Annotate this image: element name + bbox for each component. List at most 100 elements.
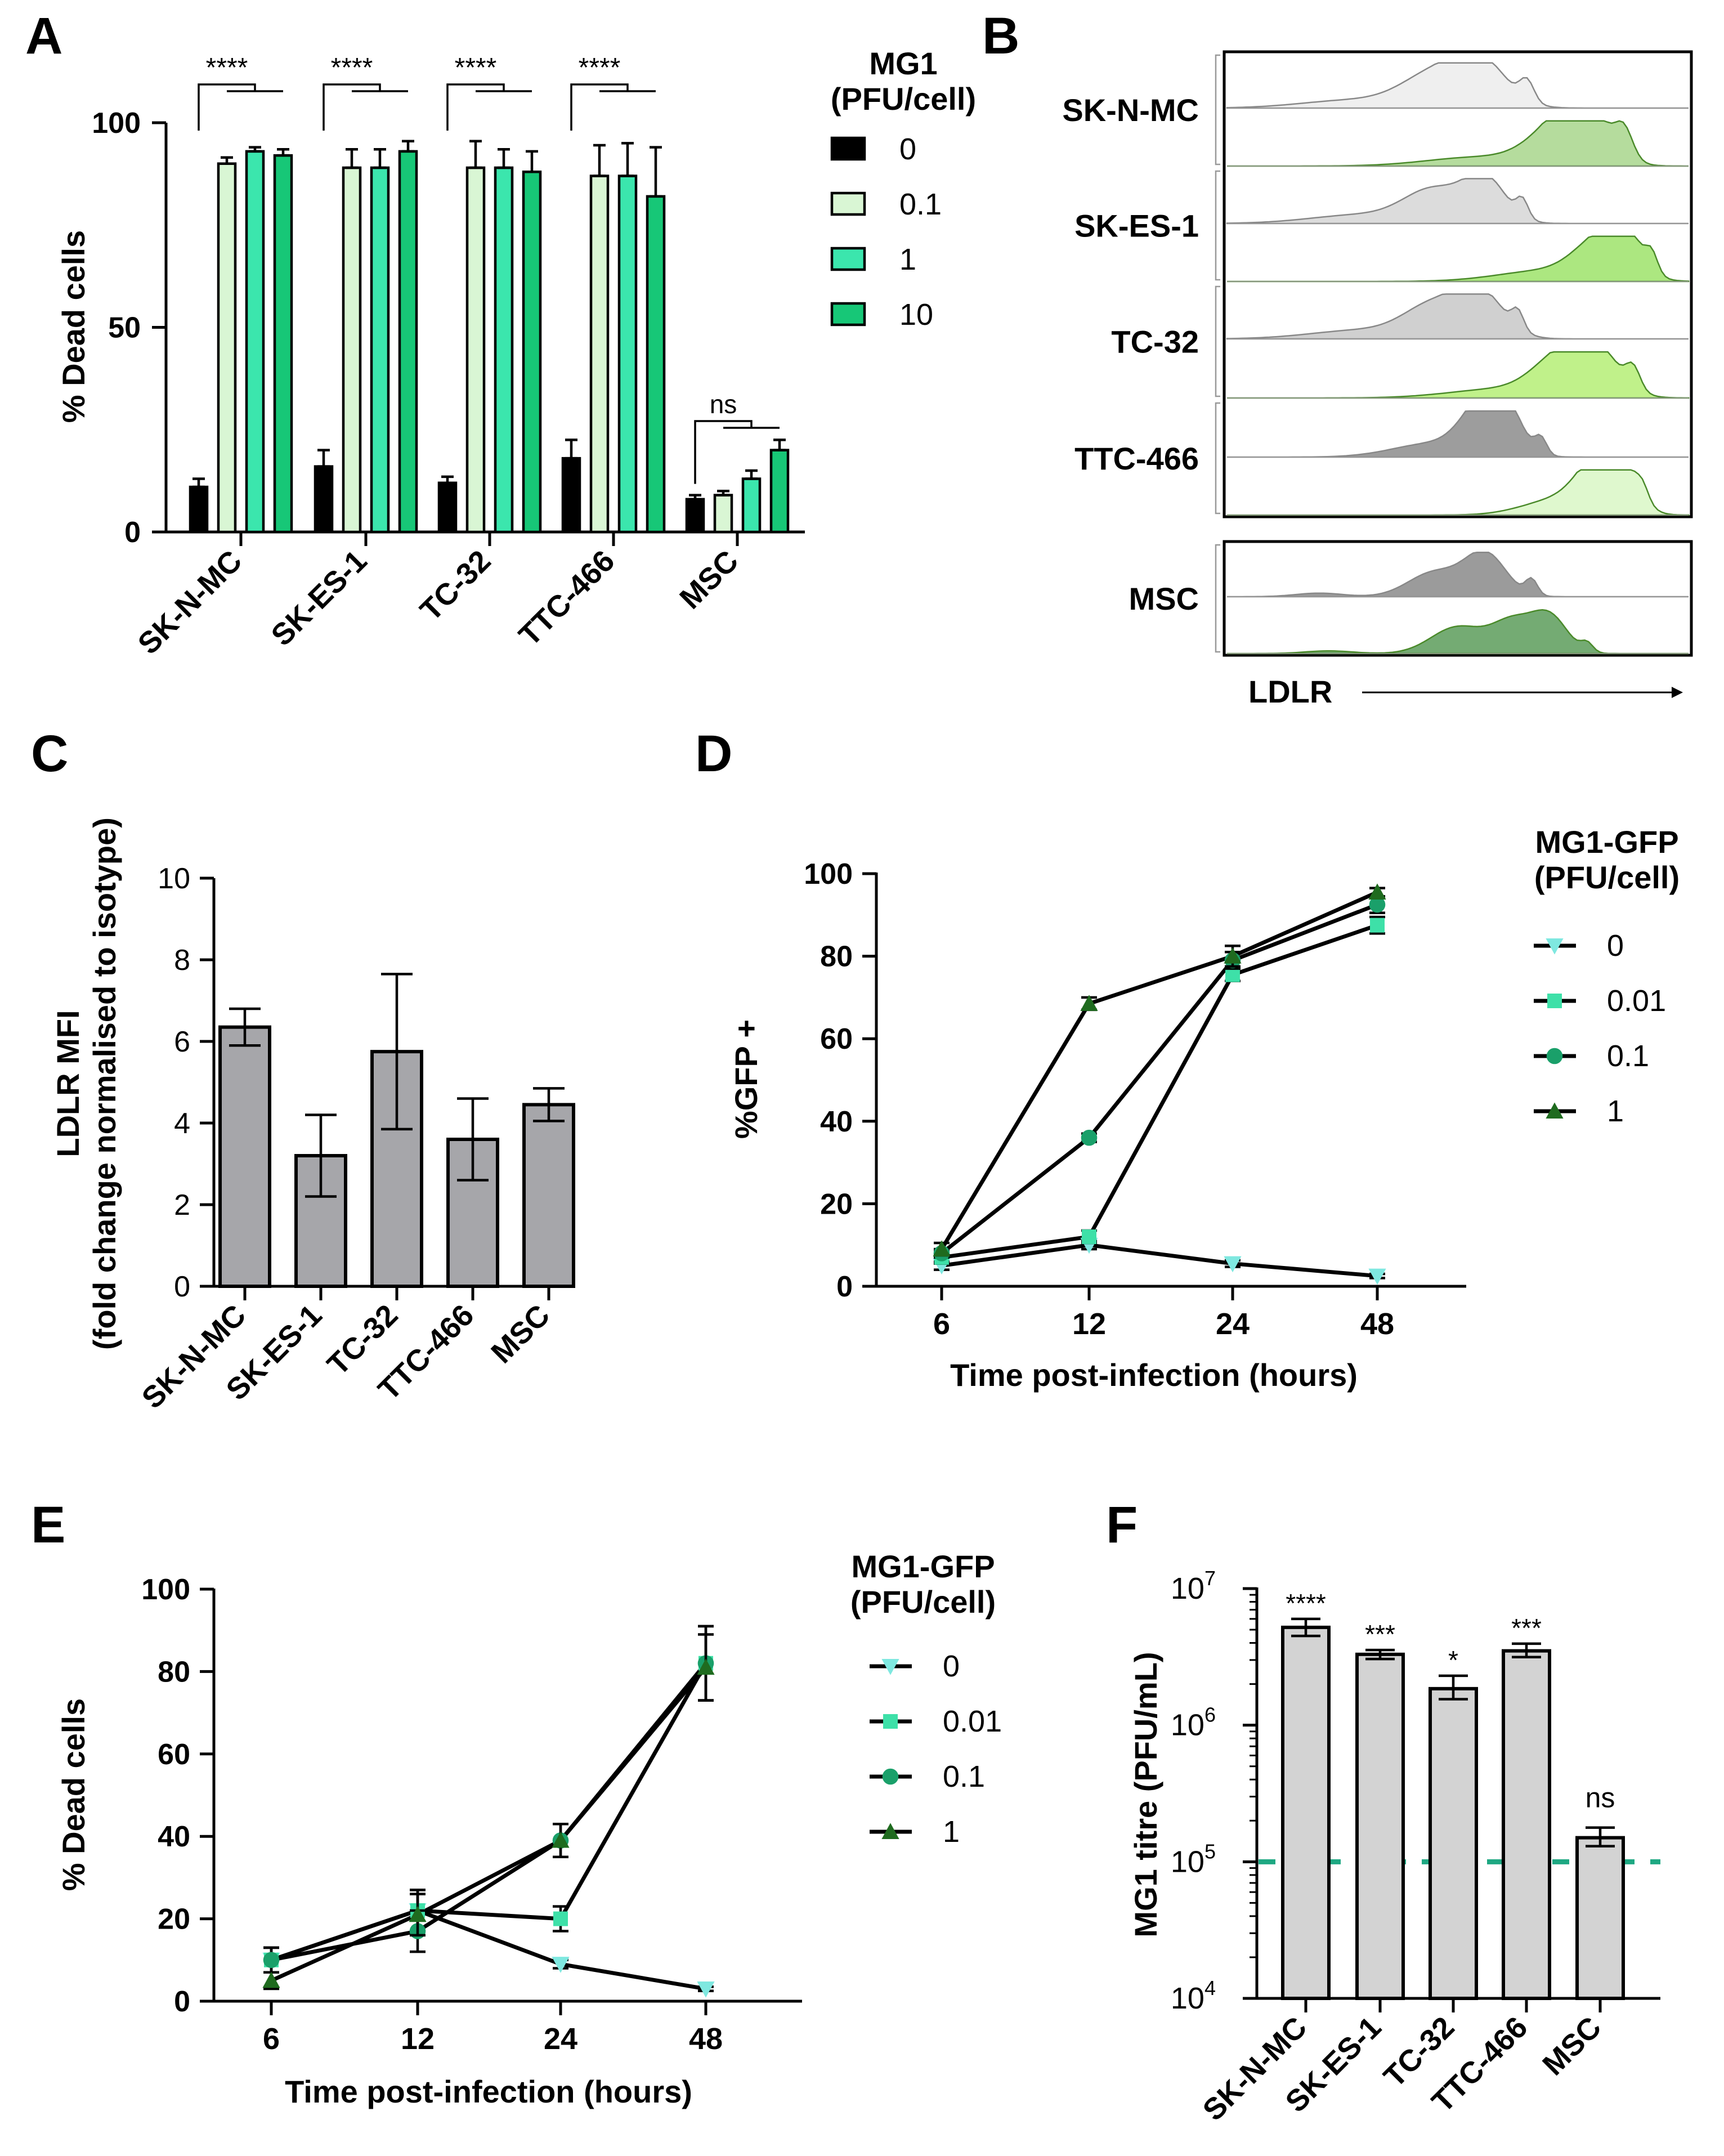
panel-a-error-bar bbox=[498, 148, 510, 169]
panel-a-error-bar bbox=[402, 140, 414, 153]
panel-a-legend-label: 10 bbox=[899, 298, 933, 332]
panel-c-y-title-line1: LDLR MFI bbox=[50, 1010, 86, 1157]
panel-c-error-bar bbox=[457, 1097, 489, 1182]
panel-a-significance-label: **** bbox=[331, 53, 373, 83]
panel-d-legend-label: 1 bbox=[1607, 1094, 1624, 1128]
panel-a-bar bbox=[314, 465, 334, 534]
panel-c-bar bbox=[218, 1025, 271, 1288]
panel-e-y-tick-label: 60 bbox=[158, 1738, 190, 1771]
panel-b-sample-label: SK-ES-1 bbox=[1074, 208, 1199, 244]
panel-d-legend-label: 0.1 bbox=[1607, 1039, 1649, 1073]
panel-d-legend-title-line2: (PFU/cell) bbox=[1534, 860, 1680, 895]
panel-b-sample-bracket bbox=[1215, 402, 1220, 515]
panel-e-data-point bbox=[409, 1905, 427, 1922]
panel-label-c: C bbox=[31, 725, 68, 782]
panel-e-y-title: % Dead cells bbox=[56, 1698, 91, 1891]
panel-a-legend-swatch bbox=[830, 302, 866, 326]
panel-b-frame-main bbox=[1223, 50, 1693, 518]
panel-d-data-point bbox=[1224, 947, 1242, 964]
panel-label-e: E bbox=[31, 1496, 65, 1554]
panel-e-series-line bbox=[270, 1666, 707, 1983]
panel-a-significance-label: **** bbox=[455, 53, 497, 83]
panel-f-error-bar bbox=[1291, 1617, 1320, 1638]
panel-a-error-bar bbox=[689, 494, 701, 501]
panel-a-y-title: % Dead cells bbox=[56, 230, 91, 423]
panel-f-significance-label: ns bbox=[1586, 1782, 1615, 1814]
panel-label-b: B bbox=[982, 7, 1019, 65]
panel-b-sample-label: TTC-466 bbox=[1074, 441, 1199, 476]
panel-d-series-line bbox=[941, 923, 1378, 1260]
panel-e-y-tick-label: 20 bbox=[158, 1903, 190, 1936]
panel-a-error-bar bbox=[526, 150, 538, 173]
panel-a-legend-swatch bbox=[830, 191, 866, 216]
panel-d-y-tick-label: 20 bbox=[820, 1188, 853, 1220]
panel-e-x-tick-label: 48 bbox=[689, 2022, 723, 2056]
panel-d-legend-marker bbox=[1546, 1102, 1564, 1119]
panel-b-sample-label: TC-32 bbox=[1111, 324, 1199, 360]
panel-d-legend: MG1-GFP (PFU/cell) 0 0.01 0.1 1 bbox=[1534, 824, 1680, 1128]
panel-a-error-bar bbox=[374, 148, 386, 169]
panel-c-error-bar bbox=[305, 1113, 337, 1198]
panel-f-error-bar bbox=[1365, 1648, 1395, 1661]
panel-f-significance-label: **** bbox=[1286, 1589, 1326, 1618]
panel-c-error-bar bbox=[229, 1007, 261, 1047]
panel-a-significance-bracket bbox=[323, 83, 408, 131]
panel-a-legend-label: 0.1 bbox=[899, 187, 942, 221]
panel-a-error-bar bbox=[593, 144, 606, 177]
panel-c-y-tick-label: 10 bbox=[158, 862, 190, 895]
panel-c-y-tick-label: 4 bbox=[174, 1107, 190, 1140]
panel-f-bar bbox=[1429, 1687, 1478, 2000]
panel-c-y-tick-label: 2 bbox=[174, 1189, 190, 1222]
panel-a-error-bar bbox=[249, 146, 261, 153]
panel-d-line-chart: %GFP + Time post-infection (hours) 0 20 40… bbox=[728, 824, 1680, 1393]
panel-b-frame-msc bbox=[1223, 540, 1693, 657]
panel-e-legend-label: 0.01 bbox=[943, 1705, 1002, 1738]
panel-d-data-point bbox=[1082, 1229, 1096, 1245]
panel-e-y-tick-label: 80 bbox=[158, 1656, 190, 1688]
panel-a-legend-title-line2: (PFU/cell) bbox=[831, 81, 976, 117]
panel-a-error-bar bbox=[773, 439, 786, 451]
panel-a-bar bbox=[741, 477, 762, 534]
panel-e-data-point bbox=[697, 1658, 715, 1675]
panel-a-y-tick-label: 100 bbox=[92, 107, 141, 140]
panel-a-bar bbox=[561, 457, 581, 534]
panel-e-x-tick-label: 6 bbox=[263, 2022, 280, 2056]
panel-e-line-chart: % Dead cells Time post-infection (hours)… bbox=[56, 1549, 1002, 2109]
panel-a-error-bar bbox=[277, 148, 289, 157]
panel-a-legend-label: 0 bbox=[899, 132, 916, 166]
panel-e-data-point bbox=[263, 1952, 280, 1969]
panel-c-error-bar bbox=[533, 1087, 565, 1122]
panel-a-bar bbox=[437, 481, 458, 534]
panel-d-data-point bbox=[1224, 1256, 1242, 1273]
panel-f-y-tick-exponent: 6 bbox=[1204, 1703, 1216, 1726]
panel-a-legend-swatch bbox=[830, 247, 866, 271]
panel-f-y-tick-label: 107 bbox=[1171, 1567, 1216, 1605]
panel-a-bar bbox=[617, 175, 638, 534]
panel-a-bar bbox=[398, 150, 418, 534]
panel-b-histograms: SK-N-MC SK-ES-1 TC-32 TTC-466 MSC LDLR bbox=[1062, 50, 1693, 709]
panel-a-bar bbox=[370, 166, 390, 534]
panel-label-a: A bbox=[25, 7, 62, 65]
panel-d-x-tick-label: 48 bbox=[1360, 1307, 1394, 1341]
panel-a-significance-label: **** bbox=[206, 53, 248, 83]
panel-f-bar bbox=[1281, 1625, 1331, 2000]
panel-f-y-tick-exponent: 5 bbox=[1204, 1840, 1216, 1863]
panel-a-error-bar bbox=[621, 142, 634, 177]
panel-f-bar bbox=[1575, 1836, 1625, 2000]
panel-d-data-point bbox=[1370, 918, 1385, 933]
panel-a-bar bbox=[646, 195, 666, 534]
panel-d-y-tick-label: 60 bbox=[820, 1023, 853, 1055]
panel-f-y-tick-exponent: 4 bbox=[1204, 1976, 1216, 2000]
panel-a-error-bar bbox=[192, 477, 205, 489]
panel-f-y-tick-label: 105 bbox=[1171, 1840, 1216, 1878]
panel-f-significance-label: *** bbox=[1365, 1620, 1395, 1649]
panel-e-legend-marker bbox=[881, 1823, 899, 1839]
panel-a-error-bar bbox=[346, 148, 358, 169]
panel-a-significance-label: ns bbox=[710, 390, 737, 419]
panel-e-data-point bbox=[262, 1971, 280, 1988]
panel-e-legend-marker bbox=[883, 1714, 898, 1729]
panel-e-x-tick-label: 24 bbox=[544, 2022, 577, 2056]
panel-b-sample-label: MSC bbox=[1129, 581, 1199, 616]
panel-a-bar bbox=[589, 175, 610, 534]
panel-d-data-point bbox=[1368, 1268, 1386, 1285]
